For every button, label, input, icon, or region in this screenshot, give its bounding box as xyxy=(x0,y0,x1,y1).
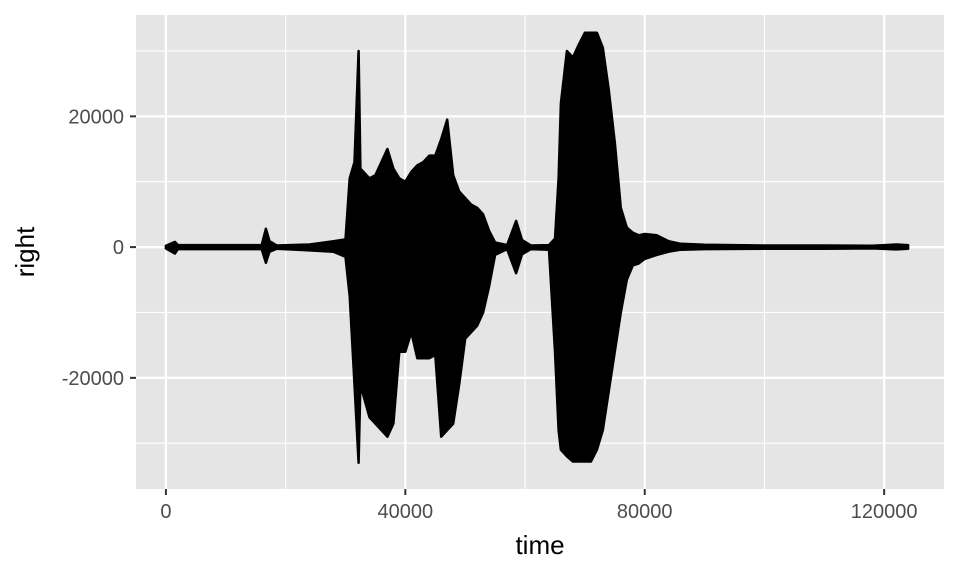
y-tick-label: 20000 xyxy=(68,106,124,128)
plot-panel xyxy=(136,15,944,489)
x-tick-label: 40000 xyxy=(378,501,434,523)
y-axis-title: right xyxy=(10,226,40,277)
waveform-series xyxy=(164,31,910,465)
y-tick-label: 0 xyxy=(113,237,124,259)
axes: 0 40000 80000 120000 -20000 0 20000 xyxy=(62,106,918,523)
x-axis-title: time xyxy=(515,530,564,560)
x-tick-label: 120000 xyxy=(851,501,918,523)
x-tick-label: 80000 xyxy=(617,501,673,523)
y-tick-label: -20000 xyxy=(62,368,124,390)
x-tick-label: 0 xyxy=(160,501,171,523)
